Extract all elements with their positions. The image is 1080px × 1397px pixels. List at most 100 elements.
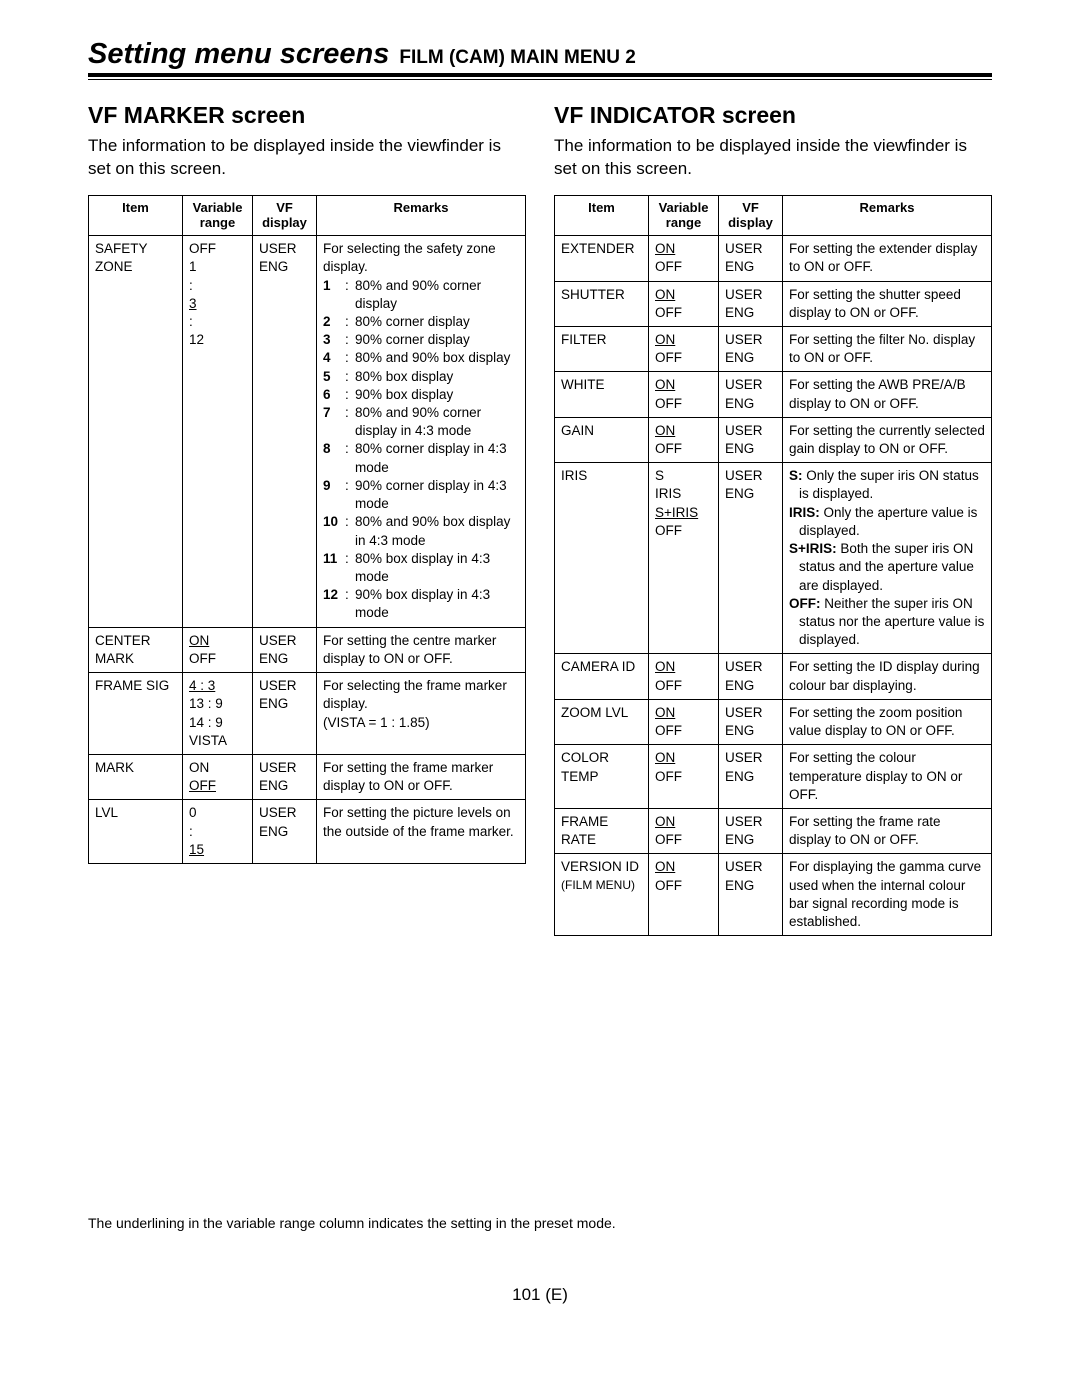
table-row: LVL0:15USERENGFor setting the picture le… bbox=[89, 800, 526, 864]
vf-value: ENG bbox=[725, 440, 776, 458]
cell-item: VERSION ID(FILM MENU) bbox=[555, 854, 649, 936]
table-row: FRAME RATEONOFFUSERENGFor setting the fr… bbox=[555, 808, 992, 853]
cell-remarks: For setting the frame rate display to ON… bbox=[783, 808, 992, 853]
var-value: IRIS bbox=[655, 485, 712, 503]
vf-value: ENG bbox=[259, 650, 310, 668]
vf-value: USER bbox=[725, 240, 776, 258]
table-row: COLOR TEMPONOFFUSERENGFor setting the co… bbox=[555, 745, 992, 809]
var-value: 1 bbox=[189, 258, 246, 276]
var-value: OFF bbox=[189, 240, 246, 258]
cell-vf-display: USERENG bbox=[253, 627, 317, 672]
cell-vf-display: USERENG bbox=[719, 463, 783, 654]
cell-item: SAFETY ZONE bbox=[89, 236, 183, 628]
var-value: ON bbox=[655, 422, 712, 440]
right-column: VF INDICATOR screen The information to b… bbox=[554, 102, 992, 936]
cell-variable-range: 4 : 313 : 914 : 9VISTA bbox=[183, 673, 253, 755]
cell-remarks: For setting the filter No. display to ON… bbox=[783, 326, 992, 371]
th-item: Item bbox=[89, 195, 183, 235]
var-value: ON bbox=[655, 858, 712, 876]
cell-remarks: For setting the AWB PRE/A/B display to O… bbox=[783, 372, 992, 417]
title-sub: FILM (CAM) MAIN MENU 2 bbox=[399, 47, 635, 69]
cell-vf-display: USERENG bbox=[719, 236, 783, 281]
table-head-row: Item Variable range VF display Remarks bbox=[555, 195, 992, 235]
cell-item: FRAME SIG bbox=[89, 673, 183, 755]
var-value: OFF bbox=[655, 304, 712, 322]
var-value: ON bbox=[655, 658, 712, 676]
left-table: Item Variable range VF display Remarks S… bbox=[88, 195, 526, 864]
cell-variable-range: SIRISS+IRISOFF bbox=[649, 463, 719, 654]
vf-value: ENG bbox=[259, 695, 310, 713]
vf-value: ENG bbox=[725, 877, 776, 895]
cell-vf-display: USERENG bbox=[719, 699, 783, 744]
table-row: EXTENDERONOFFUSERENGFor setting the exte… bbox=[555, 236, 992, 281]
var-value: ON bbox=[655, 240, 712, 258]
vf-value: USER bbox=[259, 804, 310, 822]
table-row: SHUTTERONOFFUSERENGFor setting the shutt… bbox=[555, 281, 992, 326]
var-value: OFF bbox=[189, 650, 246, 668]
vf-value: USER bbox=[725, 813, 776, 831]
page-title: Setting menu screens FILM (CAM) MAIN MEN… bbox=[88, 38, 992, 71]
vf-value: USER bbox=[725, 658, 776, 676]
cell-variable-range: ONOFF bbox=[649, 417, 719, 462]
cell-item: ZOOM LVL bbox=[555, 699, 649, 744]
cell-remarks: For setting the shutter speed display to… bbox=[783, 281, 992, 326]
vf-value: USER bbox=[259, 759, 310, 777]
var-value: OFF bbox=[655, 722, 712, 740]
cell-item: GAIN bbox=[555, 417, 649, 462]
th-item: Item bbox=[555, 195, 649, 235]
rule-bottom bbox=[88, 79, 992, 80]
cell-variable-range: ONOFF bbox=[649, 854, 719, 936]
cell-variable-range: ONOFF bbox=[649, 236, 719, 281]
th-var: Variable range bbox=[649, 195, 719, 235]
vf-value: USER bbox=[725, 286, 776, 304]
vf-value: ENG bbox=[725, 304, 776, 322]
cell-variable-range: ONOFF bbox=[649, 654, 719, 699]
cell-vf-display: USERENG bbox=[719, 372, 783, 417]
cell-vf-display: USERENG bbox=[253, 673, 317, 755]
cell-item: COLOR TEMP bbox=[555, 745, 649, 809]
th-rem: Remarks bbox=[317, 195, 526, 235]
cell-item: WHITE bbox=[555, 372, 649, 417]
var-value: ON bbox=[189, 759, 246, 777]
title-main: Setting menu screens bbox=[88, 38, 389, 71]
table-row: GAINONOFFUSERENGFor setting the currentl… bbox=[555, 417, 992, 462]
var-value: ON bbox=[655, 749, 712, 767]
cell-remarks: For setting the colour temperature displ… bbox=[783, 745, 992, 809]
cell-vf-display: USERENG bbox=[719, 417, 783, 462]
vf-value: ENG bbox=[725, 485, 776, 503]
cell-vf-display: USERENG bbox=[719, 326, 783, 371]
cell-remarks: For setting the extender display to ON o… bbox=[783, 236, 992, 281]
var-value: 15 bbox=[189, 841, 246, 859]
var-value: : bbox=[189, 823, 246, 841]
cell-item: CAMERA ID bbox=[555, 654, 649, 699]
vf-value: ENG bbox=[725, 395, 776, 413]
cell-variable-range: ONOFF bbox=[183, 754, 253, 799]
cell-variable-range: ONOFF bbox=[649, 808, 719, 853]
vf-value: ENG bbox=[259, 823, 310, 841]
table-row: FILTERONOFFUSERENGFor setting the filter… bbox=[555, 326, 992, 371]
left-heading: VF MARKER screen bbox=[88, 102, 526, 129]
vf-value: USER bbox=[725, 749, 776, 767]
var-value: OFF bbox=[655, 349, 712, 367]
var-value: ON bbox=[655, 376, 712, 394]
cell-remarks: S: Only the super iris ON status is disp… bbox=[783, 463, 992, 654]
cell-item: MARK bbox=[89, 754, 183, 799]
vf-value: ENG bbox=[725, 258, 776, 276]
cell-variable-range: 0:15 bbox=[183, 800, 253, 864]
table-row: MARKONOFFUSERENGFor setting the frame ma… bbox=[89, 754, 526, 799]
vf-value: ENG bbox=[259, 258, 310, 276]
th-vf: VF display bbox=[719, 195, 783, 235]
vf-value: ENG bbox=[725, 831, 776, 849]
cell-item: LVL bbox=[89, 800, 183, 864]
cell-remarks: For selecting the frame marker display.(… bbox=[317, 673, 526, 755]
var-value: OFF bbox=[655, 258, 712, 276]
th-rem: Remarks bbox=[783, 195, 992, 235]
var-value: ON bbox=[655, 704, 712, 722]
vf-value: ENG bbox=[725, 722, 776, 740]
footnote: The underlining in the variable range co… bbox=[88, 1215, 992, 1231]
vf-value: ENG bbox=[725, 677, 776, 695]
vf-value: ENG bbox=[725, 349, 776, 367]
var-value: OFF bbox=[655, 677, 712, 695]
var-value: ON bbox=[189, 632, 246, 650]
cell-variable-range: ONOFF bbox=[649, 326, 719, 371]
